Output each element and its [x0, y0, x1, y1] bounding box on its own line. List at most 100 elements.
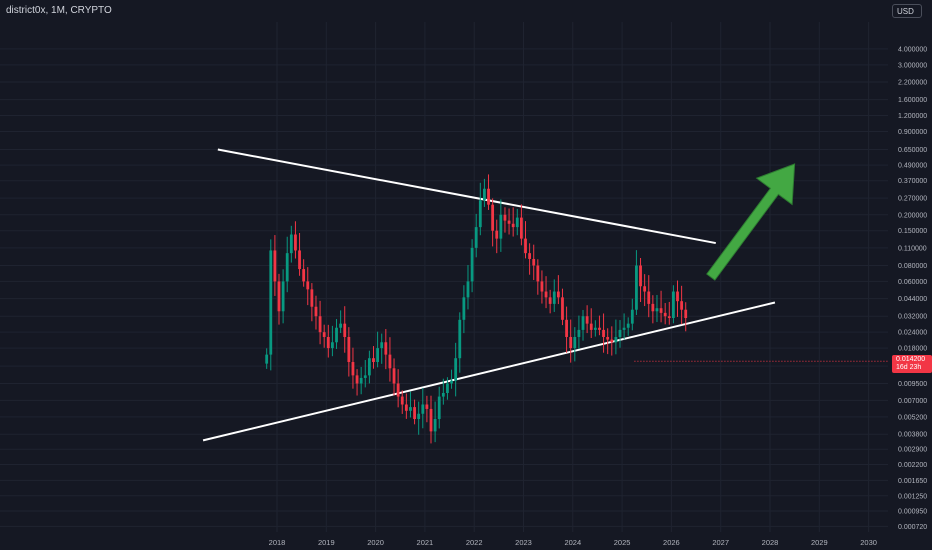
price-tick-label: 0.060000: [898, 279, 927, 286]
candle-body: [437, 396, 441, 420]
candle-body: [680, 301, 684, 310]
candle-body: [277, 281, 281, 312]
time-tick-label: 2026: [663, 538, 680, 547]
candle-body: [273, 250, 277, 282]
candle-body: [655, 308, 659, 312]
candle-body: [544, 291, 548, 298]
candle-body: [294, 234, 297, 251]
candle-body: [561, 297, 564, 320]
candle-body: [532, 258, 536, 266]
price-tick-label: 0.370000: [898, 178, 927, 185]
currency-button[interactable]: USD: [892, 4, 922, 18]
time-axis[interactable]: 2018 2019 2020 2021 2022 2023 2024 2025 2026 2027…: [269, 538, 877, 547]
price-tick-label: 0.001250: [898, 493, 927, 500]
candle-body: [450, 380, 453, 384]
candle-body: [314, 306, 318, 317]
candle-body: [556, 291, 560, 298]
price-tick-label: 0.044000: [898, 296, 927, 303]
price-tick-label: 0.018000: [898, 346, 927, 353]
candle-body: [519, 217, 523, 239]
price-tick-label: 0.002200: [898, 462, 927, 469]
candle-body: [528, 253, 532, 259]
candle-body: [672, 291, 675, 318]
candle-body: [417, 413, 421, 420]
price-tick-label: 0.005200: [898, 414, 927, 421]
candle-body: [269, 250, 273, 355]
candle-body: [462, 297, 466, 320]
candle-body: [569, 336, 573, 349]
candle-body: [639, 265, 642, 287]
price-axis[interactable]: 4.000000 3.000000 2.200000 1.600000 1.200000…: [898, 46, 927, 530]
candle-body: [524, 238, 527, 254]
candle-body: [635, 265, 638, 310]
candle-body: [351, 362, 355, 376]
symbol-title: district0x, 1M, CRYPTO: [6, 5, 112, 16]
last-price-label: 0.014200 16d 23h: [892, 355, 932, 374]
candle-body: [376, 348, 379, 363]
candle-body: [598, 327, 601, 330]
candle-body: [643, 286, 647, 292]
candle-body: [622, 327, 626, 330]
candle-body: [285, 253, 289, 282]
candle-body: [487, 188, 490, 205]
candle-body: [470, 247, 474, 282]
candle-body: [663, 312, 667, 317]
price-tick-label: 1.600000: [898, 97, 927, 104]
candle-body: [478, 200, 482, 228]
price-tick-label: 0.024000: [898, 330, 927, 337]
price-tick-label: 0.007000: [898, 398, 927, 405]
candle-body: [367, 358, 371, 376]
candle-body: [593, 327, 597, 330]
candle-body: [322, 332, 326, 337]
candle-body: [495, 230, 499, 239]
candle-body: [396, 383, 400, 397]
time-tick-label: 2030: [860, 538, 877, 547]
candle-body: [614, 336, 618, 343]
candle-body: [651, 303, 655, 312]
candle-body: [630, 309, 634, 324]
time-tick-label: 2024: [564, 538, 581, 547]
time-tick-label: 2028: [762, 538, 779, 547]
candle-body: [421, 404, 425, 414]
trendlines[interactable]: [202, 148, 776, 442]
candle-body: [515, 217, 519, 228]
candle-body: [363, 375, 367, 378]
candle-body: [355, 375, 359, 384]
price-tick-label: 2.200000: [898, 79, 927, 86]
candle-body: [565, 319, 568, 337]
price-tick-label: 0.000950: [898, 508, 927, 515]
price-tick-label: 4.000000: [898, 46, 927, 53]
candle-body: [392, 368, 396, 384]
candle-body: [372, 358, 375, 363]
time-tick-label: 2018: [269, 538, 286, 547]
arrow-annotation[interactable]: [706, 163, 796, 281]
candle-body: [281, 281, 285, 312]
price-tick-label: 0.003800: [898, 432, 927, 439]
candle-body: [483, 188, 486, 201]
candle-body: [404, 404, 408, 411]
candle-body: [589, 323, 593, 330]
candle-body: [647, 291, 651, 304]
price-tick-label: 3.000000: [898, 62, 927, 69]
candle-body: [466, 281, 470, 298]
candle-body: [302, 269, 306, 282]
candle-body: [413, 407, 416, 420]
candle-body: [540, 281, 544, 292]
candle-body: [618, 329, 622, 337]
time-tick-label: 2023: [515, 538, 532, 547]
candle-body: [458, 319, 462, 359]
candle-body: [425, 404, 429, 409]
time-tick-label: 2029: [811, 538, 828, 547]
price-tick-label: 0.080000: [898, 263, 927, 270]
price-tick-label: 1.200000: [898, 113, 927, 120]
time-tick-label: 2021: [417, 538, 434, 547]
candle-body: [384, 342, 388, 355]
candle-body: [499, 214, 503, 239]
candle-body: [306, 281, 310, 290]
time-tick-label: 2022: [466, 538, 483, 547]
up-arrow-icon: [706, 163, 796, 281]
candle-body: [511, 223, 515, 228]
candle-body: [536, 265, 540, 282]
candle-body: [347, 336, 351, 363]
